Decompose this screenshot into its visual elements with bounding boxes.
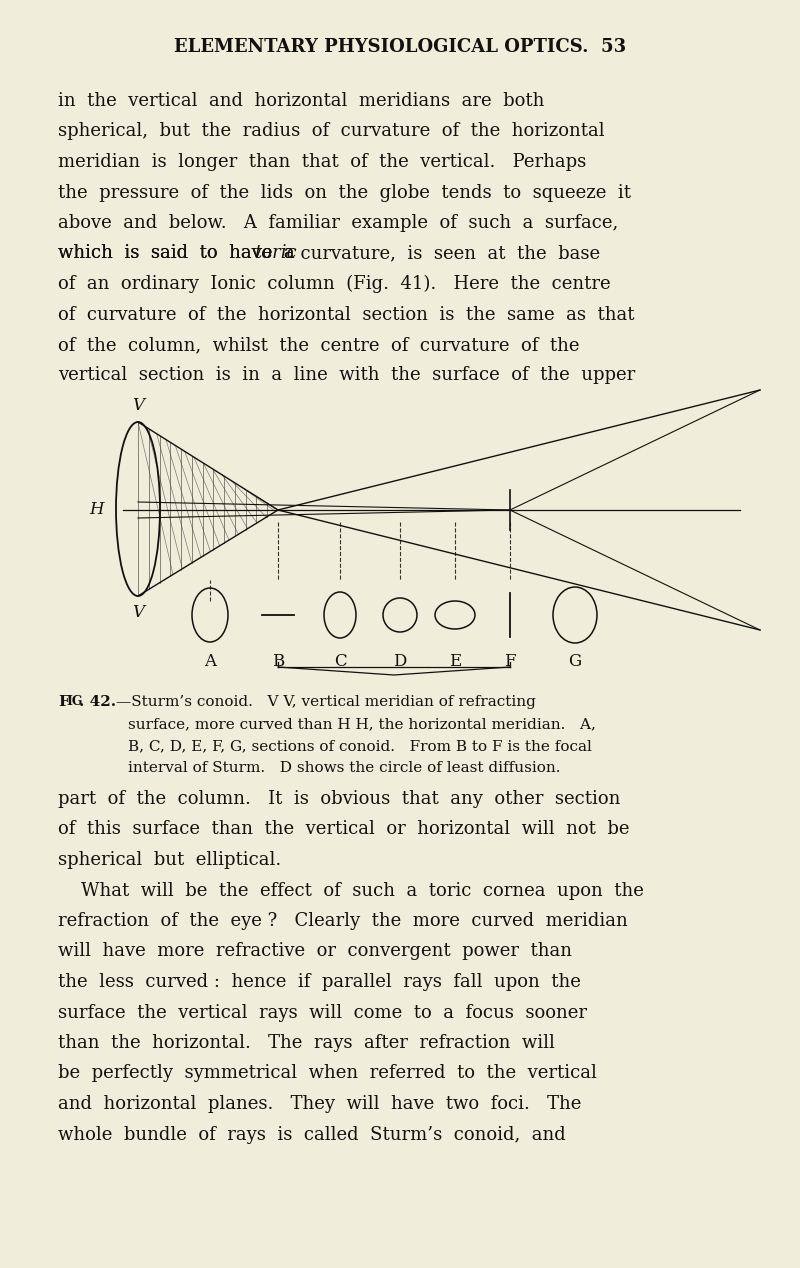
Text: F: F: [58, 695, 69, 709]
Text: in  the  vertical  and  horizontal  meridians  are  both: in the vertical and horizontal meridians…: [58, 93, 544, 110]
Text: D: D: [394, 653, 406, 670]
Text: meridian  is  longer  than  that  of  the  vertical.   Perhaps: meridian is longer than that of the vert…: [58, 153, 586, 171]
Text: vertical  section  is  in  a  line  with  the  surface  of  the  upper: vertical section is in a line with the s…: [58, 366, 635, 384]
Text: whole  bundle  of  rays  is  called  Sturm’s  conoid,  and: whole bundle of rays is called Sturm’s c…: [58, 1126, 566, 1144]
Text: E: E: [449, 653, 461, 670]
Text: B: B: [272, 653, 284, 670]
Text: the  less  curved :  hence  if  parallel  rays  fall  upon  the: the less curved : hence if parallel rays…: [58, 973, 581, 992]
Text: of  this  surface  than  the  vertical  or  horizontal  will  not  be: of this surface than the vertical or hor…: [58, 820, 630, 838]
Text: G: G: [569, 653, 582, 670]
Text: V: V: [132, 604, 144, 621]
Text: V: V: [132, 397, 144, 413]
Text: surface, more curved than H H, the horizontal meridian.   A,: surface, more curved than H H, the horiz…: [128, 716, 596, 730]
Text: of  the  column,  whilst  the  centre  of  curvature  of  the: of the column, whilst the centre of curv…: [58, 336, 579, 354]
Text: of  curvature  of  the  horizontal  section  is  the  same  as  that: of curvature of the horizontal section i…: [58, 306, 634, 323]
Text: C: C: [334, 653, 346, 670]
Text: which  is  said  to  have  a: which is said to have a: [58, 245, 306, 262]
Text: B, C, D, E, F, G, sections of conoid.   From B to F is the focal: B, C, D, E, F, G, sections of conoid. Fr…: [128, 739, 592, 753]
Text: What  will  be  the  effect  of  such  a  toric  cornea  upon  the: What will be the effect of such a toric …: [58, 881, 644, 899]
Text: A: A: [204, 653, 216, 670]
Text: which  is  said  to  have  a: which is said to have a: [58, 245, 306, 262]
Text: above  and  below.   A  familiar  example  of  such  a  surface,: above and below. A familiar example of s…: [58, 214, 618, 232]
Text: the  pressure  of  the  lids  on  the  globe  tends  to  squeeze  it: the pressure of the lids on the globe te…: [58, 184, 631, 202]
Text: . 42.: . 42.: [79, 695, 116, 709]
Text: IG: IG: [66, 695, 82, 708]
Text: ELEMENTARY PHYSIOLOGICAL OPTICS.  53: ELEMENTARY PHYSIOLOGICAL OPTICS. 53: [174, 38, 626, 56]
Text: F: F: [504, 653, 516, 670]
Text: surface  the  vertical  rays  will  come  to  a  focus  sooner: surface the vertical rays will come to a…: [58, 1003, 587, 1022]
Text: of  an  ordinary  Ionic  column  (Fig.  41).   Here  the  centre: of an ordinary Ionic column (Fig. 41). H…: [58, 275, 610, 293]
Text: which  is  said  to  have  a  toric  curvature,  is  seen  at  the  base: which is said to have a toric curvature,…: [58, 245, 660, 262]
Text: refraction  of  the  eye ?   Clearly  the  more  curved  meridian: refraction of the eye ? Clearly the more…: [58, 912, 628, 929]
Text: be  perfectly  symmetrical  when  referred  to  the  vertical: be perfectly symmetrical when referred t…: [58, 1065, 597, 1083]
Text: —Sturm’s conoid.   V V, vertical meridian of refracting: —Sturm’s conoid. V V, vertical meridian …: [116, 695, 536, 709]
Text: spherical,  but  the  radius  of  curvature  of  the  horizontal: spherical, but the radius of curvature o…: [58, 123, 605, 141]
Text: curvature,  is  seen  at  the  base: curvature, is seen at the base: [289, 245, 600, 262]
Text: than  the  horizontal.   The  rays  after  refraction  will: than the horizontal. The rays after refr…: [58, 1033, 555, 1052]
Text: part  of  the  column.   It  is  obvious  that  any  other  section: part of the column. It is obvious that a…: [58, 790, 620, 808]
Text: H: H: [90, 501, 104, 517]
Text: toric: toric: [254, 245, 297, 262]
Text: will  have  more  refractive  or  convergent  power  than: will have more refractive or convergent …: [58, 942, 572, 960]
Text: and  horizontal  planes.   They  will  have  two  foci.   The: and horizontal planes. They will have tw…: [58, 1096, 582, 1113]
Text: interval of Sturm.   D shows the circle of least diffusion.: interval of Sturm. D shows the circle of…: [128, 761, 561, 775]
Text: spherical  but  elliptical.: spherical but elliptical.: [58, 851, 282, 869]
